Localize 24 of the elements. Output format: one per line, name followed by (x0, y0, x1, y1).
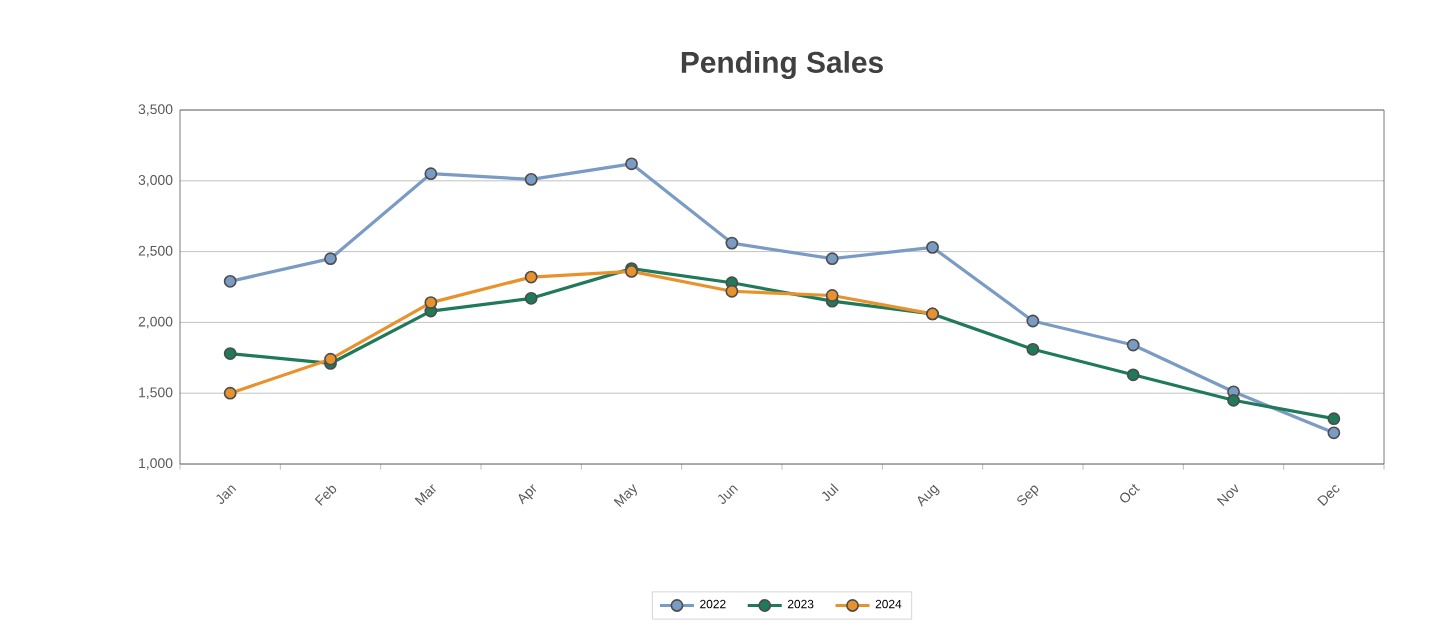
point (1327, 426, 1341, 440)
point (625, 157, 638, 171)
point (926, 240, 939, 254)
point (725, 284, 739, 298)
point (1026, 314, 1040, 328)
point (223, 274, 237, 288)
point (1126, 368, 1140, 382)
point (725, 236, 739, 250)
point (424, 167, 438, 181)
point (424, 296, 438, 309)
point (524, 172, 538, 186)
point (825, 289, 839, 302)
point (1126, 338, 1140, 352)
point (324, 252, 337, 266)
point (223, 347, 237, 360)
point (223, 386, 237, 400)
chart-title: Pending Sales (681, 51, 883, 80)
point (324, 352, 337, 366)
point (524, 291, 538, 305)
point (524, 270, 538, 284)
point (1026, 342, 1040, 356)
point (1227, 393, 1240, 407)
point (1327, 412, 1341, 426)
point (825, 252, 839, 266)
